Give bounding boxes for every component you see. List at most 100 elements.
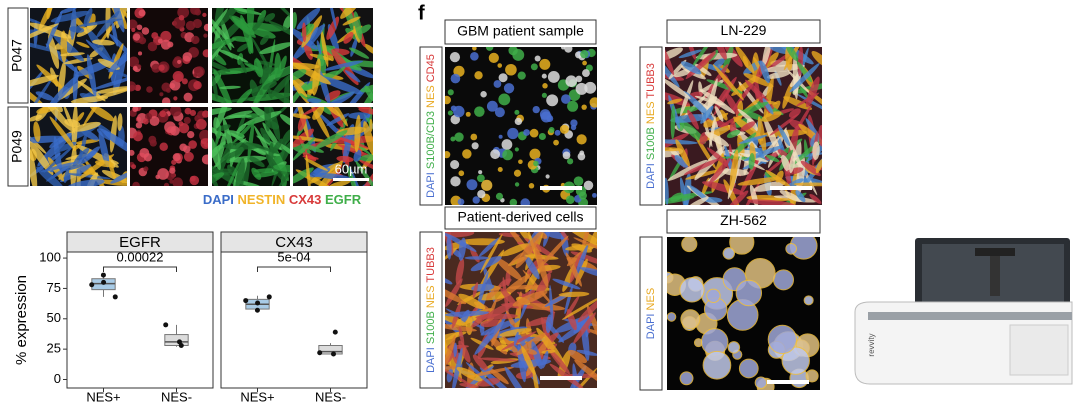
cell [706,288,721,303]
cell [58,61,66,98]
data-point [255,300,261,306]
cell [586,304,597,345]
cell [219,85,241,90]
cell [98,130,110,168]
cell [328,180,351,186]
cell [568,349,588,364]
cell [307,98,322,103]
cell [466,179,478,191]
cell [272,8,290,22]
cell [570,119,578,127]
cell [486,284,502,300]
cell [137,51,143,56]
cell [293,69,307,81]
image-title-box [444,19,597,45]
cell [131,27,136,33]
cell [789,63,820,93]
cell [562,151,571,160]
legend-entry: DAPI [203,192,234,207]
data-point [101,279,107,285]
cell [561,296,597,320]
cell [358,107,373,115]
cell [502,149,513,161]
cell [246,141,281,155]
cell [315,130,348,149]
cell [517,71,526,80]
cell [182,52,193,62]
cell [301,15,323,48]
stain-entry: NES [645,101,657,124]
cell [529,148,541,160]
cell [811,50,822,69]
data-point [331,351,336,357]
cell [462,149,472,159]
cell [30,23,59,43]
cell [96,86,127,94]
cell [212,168,232,179]
cell [60,52,85,57]
cell [167,41,174,48]
cell [532,105,540,114]
cell [45,10,63,49]
micrograph [293,8,373,103]
cell [800,160,821,177]
cell [453,342,458,358]
cell [158,64,165,71]
cell [468,366,515,378]
cell [76,41,90,48]
cell [149,139,157,147]
cell [722,247,736,260]
cell [143,166,149,172]
cell [212,145,221,159]
cell [481,179,493,191]
cell [185,20,196,31]
cell [472,196,480,204]
cell [541,92,547,98]
cell [236,43,249,52]
stain-label: DAPI S100B NES TUBB3 [645,63,657,189]
instrument-brand: revvity [867,333,876,356]
cell [445,276,453,285]
cell [157,168,169,180]
cell [202,110,208,118]
cell [138,36,147,45]
cell [169,82,176,89]
cell [729,149,739,191]
cell [130,149,135,156]
cell [538,235,569,269]
y-tick-label: 75 [47,280,61,295]
cell [665,147,682,152]
cell [729,237,755,255]
cell [498,73,508,83]
cell [159,92,164,97]
cell [450,73,461,84]
cell [464,256,489,260]
cell [720,109,728,121]
cell [514,109,520,115]
cell [495,192,504,200]
cell [670,105,676,140]
cell [169,179,174,184]
cell [305,154,311,186]
legend-entry: CX43 [289,192,322,207]
cell [501,331,537,351]
cell [363,121,373,156]
cell [212,75,218,100]
scale-bar [540,376,582,380]
cell [573,176,584,186]
cell [331,107,348,127]
cell [132,107,139,112]
stain-label-box [419,46,443,206]
cell [508,47,518,56]
cell [248,155,265,168]
cell [781,346,810,375]
cell [476,174,485,183]
cell [574,245,588,278]
cell [171,159,177,165]
cell [458,340,471,363]
cell [30,140,54,175]
cell [43,145,75,173]
cell [293,137,316,161]
cell [763,52,779,69]
cell [445,310,489,317]
